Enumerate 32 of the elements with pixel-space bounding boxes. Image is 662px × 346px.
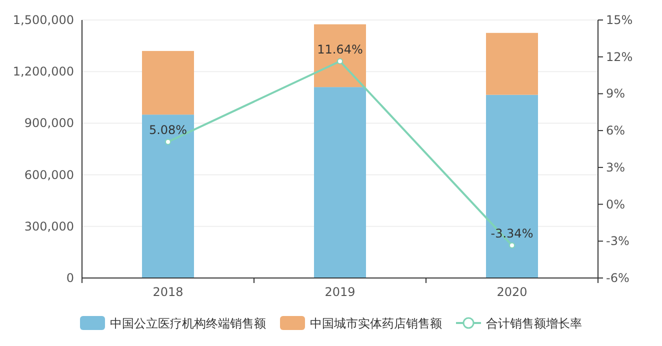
y-tick-label: 300,000 [24, 219, 74, 234]
data-label: -3.34% [490, 226, 534, 240]
y2-tick-label: 9% [606, 86, 626, 101]
y-tick-label: 1,500,000 [12, 13, 74, 27]
bar [314, 24, 366, 88]
data-label: 11.64% [317, 42, 363, 56]
x-tick-label: 2020 [496, 285, 528, 299]
y2-tick-label: -6% [606, 271, 630, 285]
y2-tick-label: 15% [606, 13, 633, 27]
legend-label: 中国城市实体药店销售额 [310, 316, 442, 330]
legend-label: 合计销售额增长率 [486, 316, 582, 330]
y-tick-label: 600,000 [24, 168, 74, 182]
bar [486, 32, 538, 95]
bar [314, 87, 366, 278]
bar [486, 94, 538, 278]
bar [142, 114, 194, 278]
y2-tick-label: 6% [606, 124, 626, 138]
point [509, 242, 515, 248]
data-label: 5.08% [148, 122, 188, 137]
x-tick-label: 2019 [324, 285, 356, 299]
y2-tick-label: 12% [606, 50, 633, 64]
bar [142, 50, 194, 115]
legend-label: 中国公立医疗机构终端销售额 [110, 316, 266, 330]
point [337, 58, 343, 64]
y-tick-label: 0 [66, 271, 74, 285]
point [165, 138, 171, 145]
y2-tick-label: -3% [606, 234, 630, 248]
y-tick-label: 900,000 [24, 116, 74, 130]
y2-tick-label: 0% [606, 197, 626, 212]
y2-tick-label: 3% [606, 160, 626, 174]
y-tick-label: 1,200,000 [12, 64, 74, 79]
x-tick-label: 2018 [152, 285, 184, 299]
